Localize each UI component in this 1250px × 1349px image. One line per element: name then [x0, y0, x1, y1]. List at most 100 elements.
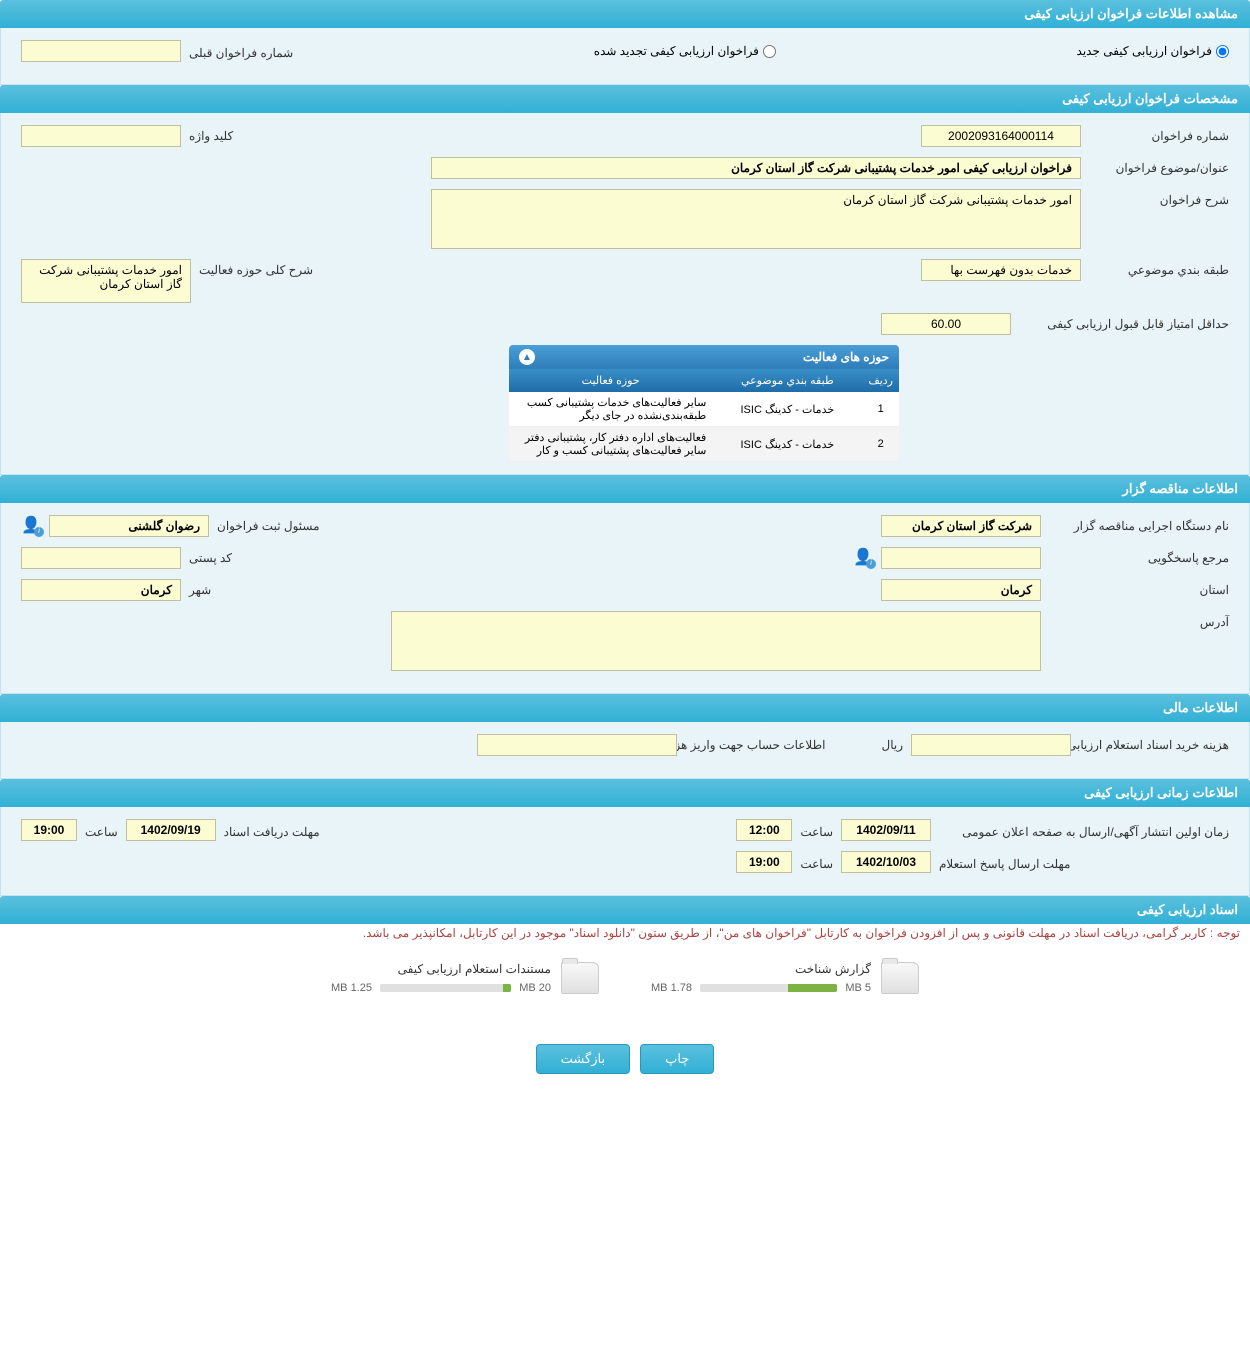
- section-header-docs: اسناد ارزیابی کیفی: [0, 896, 1250, 924]
- file-total: 20 MB: [519, 982, 551, 994]
- radio-new-label: فراخوان ارزیابی کیفی جدید: [1077, 44, 1212, 58]
- file-card[interactable]: مستندات استعلام ارزیابی کیفی 20 MB 1.25 …: [325, 956, 605, 1000]
- table-row: 2 خدمات - کدینگ ISIC فعالیت‌های اداره دف…: [509, 427, 899, 462]
- postal-field: [21, 547, 181, 569]
- number-label: شماره فراخوان: [1089, 125, 1229, 143]
- file-card[interactable]: گزارش شناخت 5 MB 1.78 MB: [645, 956, 925, 1000]
- city-field: کرمان: [21, 579, 181, 601]
- back-button[interactable]: بازگشت: [536, 1044, 630, 1074]
- file-title: گزارش شناخت: [651, 962, 871, 976]
- radio-renewed-label: فراخوان ارزیابی کیفی تجدید شده: [594, 44, 759, 58]
- file-used: 1.78 MB: [651, 982, 692, 994]
- radio-renewed[interactable]: فراخوان ارزیابی کیفی تجدید شده: [594, 44, 776, 58]
- cell-scope: سایر فعالیت‌های خدمات پشتیبانی کسب طبقه‌…: [509, 392, 712, 427]
- answer-hour: 19:00: [736, 851, 792, 873]
- publish-label: زمان اولین انتشار آگهی/ارسال به صفحه اعل…: [939, 821, 1229, 839]
- notice-text: توجه : کاربر گرامی، دریافت اسناد در مهلت…: [0, 924, 1250, 942]
- keyword-label: کلید واژه: [189, 125, 233, 143]
- print-button[interactable]: چاپ: [640, 1044, 714, 1074]
- folder-icon: [881, 962, 919, 994]
- address-label: آدرس: [1049, 611, 1229, 629]
- cell-cat: خدمات - کدینگ ISIC: [712, 427, 862, 462]
- cell-n: 1: [862, 392, 899, 427]
- responder-label: مرجع پاسخگویی: [1049, 547, 1229, 565]
- section-header-org: اطلاعات مناقصه گزار: [0, 475, 1250, 503]
- cost-label: هزینه خرید اسناد استعلام ارزیابی کیفی: [1079, 734, 1229, 752]
- cost-field: [911, 734, 1071, 756]
- col-category: طبقه بندي موضوعي: [712, 369, 862, 392]
- table-row: 1 خدمات - کدینگ ISIC سایر فعالیت‌های خدم…: [509, 392, 899, 427]
- minscore-field: 60.00: [881, 313, 1011, 335]
- receive-label: مهلت دریافت اسناد: [224, 821, 320, 839]
- scope-field: امور خدمات پشتیبانی شرکت گاز استان کرمان: [21, 259, 191, 303]
- orgname-label: نام دستگاه اجرایی مناقصه گزار: [1049, 515, 1229, 533]
- publish-date: 1402/09/11: [841, 819, 931, 841]
- answer-date: 1402/10/03: [841, 851, 931, 873]
- activity-panel: حوزه های فعالیت ▲ ردیف طبقه بندي موضوعي …: [509, 345, 899, 462]
- account-field: [477, 734, 677, 756]
- number-field: 2002093164000114: [921, 125, 1081, 147]
- postal-label: کد پستی: [189, 547, 232, 565]
- file-title: مستندات استعلام ارزیابی کیفی: [331, 962, 551, 976]
- user-info-icon[interactable]: [21, 515, 41, 535]
- category-label: طبقه بندي موضوعي: [1089, 259, 1229, 277]
- file-used: 1.25 MB: [331, 982, 372, 994]
- answer-hour-label: ساعت: [800, 853, 833, 871]
- radio-new[interactable]: فراخوان ارزیابی کیفی جدید: [1077, 44, 1229, 58]
- scope-label: شرح کلی حوزه فعالیت: [199, 259, 313, 277]
- section-header-time: اطلاعات زمانی ارزیابی کیفی: [0, 779, 1250, 807]
- category-field: خدمات بدون فهرست بها: [921, 259, 1081, 281]
- keyword-field: [21, 125, 181, 147]
- activity-table: ردیف طبقه بندي موضوعي حوزه فعالیت 1 خدما…: [509, 369, 899, 462]
- activity-title: حوزه های فعالیت: [803, 350, 889, 364]
- orgname-field: شرکت گاز استان کرمان: [881, 515, 1041, 537]
- progress-fill: [788, 984, 837, 992]
- minscore-label: حداقل امتیاز قابل قبول ارزیابی کیفی: [1019, 313, 1229, 331]
- activity-header: حوزه های فعالیت ▲: [509, 345, 899, 369]
- button-row: چاپ بازگشت: [0, 1034, 1250, 1084]
- progress-fill: [503, 984, 511, 992]
- progress-bar: [380, 984, 511, 992]
- section-body-fin: هزینه خرید اسناد استعلام ارزیابی کیفی ری…: [0, 722, 1250, 779]
- desc-field: امور خدمات پشتیبانی شرکت گاز استان کرمان: [431, 189, 1081, 249]
- city-label: شهر: [189, 579, 211, 597]
- account-label: اطلاعات حساب جهت واریز هزینه خرید اسناد: [685, 734, 825, 752]
- radio-new-input[interactable]: [1216, 45, 1229, 58]
- province-label: استان: [1049, 579, 1229, 597]
- progress-bar: [700, 984, 837, 992]
- title-field: فراخوان ارزیابی کیفی امور خدمات پشتیبانی…: [431, 157, 1081, 179]
- receive-hour: 19:00: [21, 819, 77, 841]
- collapse-icon[interactable]: ▲: [519, 349, 535, 365]
- publish-hour: 12:00: [736, 819, 792, 841]
- publish-hour-label: ساعت: [800, 821, 833, 839]
- prev-number-label: شماره فراخوان قبلی: [189, 42, 293, 60]
- section-body-view: فراخوان ارزیابی کیفی جدید فراخوان ارزیاب…: [0, 28, 1250, 85]
- responder-field: [881, 547, 1041, 569]
- desc-label: شرح فراخوان: [1089, 189, 1229, 207]
- section-header-view: مشاهده اطلاعات فراخوان ارزیابی کیفی: [0, 0, 1250, 28]
- radio-renewed-input[interactable]: [763, 45, 776, 58]
- file-total: 5 MB: [845, 982, 871, 994]
- registrar-field: رضوان گلشنی: [49, 515, 209, 537]
- section-header-fin: اطلاعات مالی: [0, 694, 1250, 722]
- province-field: کرمان: [881, 579, 1041, 601]
- prev-number-field: [21, 40, 181, 62]
- receive-hour-label: ساعت: [85, 821, 118, 839]
- user-info-icon[interactable]: [853, 547, 873, 567]
- receive-date: 1402/09/19: [126, 819, 216, 841]
- file-row: گزارش شناخت 5 MB 1.78 MB مستندات استعلام…: [0, 942, 1250, 1014]
- title-label: عنوان/موضوع فراخوان: [1089, 157, 1229, 175]
- section-body-time: زمان اولین انتشار آگهی/ارسال به صفحه اعل…: [0, 807, 1250, 896]
- col-scope: حوزه فعالیت: [509, 369, 712, 392]
- section-header-spec: مشخصات فراخوان ارزیابی کیفی: [0, 85, 1250, 113]
- cell-n: 2: [862, 427, 899, 462]
- section-body-spec: شماره فراخوان 2002093164000114 کلید واژه…: [0, 113, 1250, 475]
- cell-scope: فعالیت‌های اداره دفتر کار، پشتیبانی دفتر…: [509, 427, 712, 462]
- section-body-org: نام دستگاه اجرایی مناقصه گزار شرکت گاز ا…: [0, 503, 1250, 694]
- folder-icon: [561, 962, 599, 994]
- answer-label: مهلت ارسال پاسخ استعلام: [939, 853, 1229, 871]
- cell-cat: خدمات - کدینگ ISIC: [712, 392, 862, 427]
- address-field: [391, 611, 1041, 671]
- col-row: ردیف: [862, 369, 899, 392]
- registrar-label: مسئول ثبت فراخوان: [217, 515, 320, 533]
